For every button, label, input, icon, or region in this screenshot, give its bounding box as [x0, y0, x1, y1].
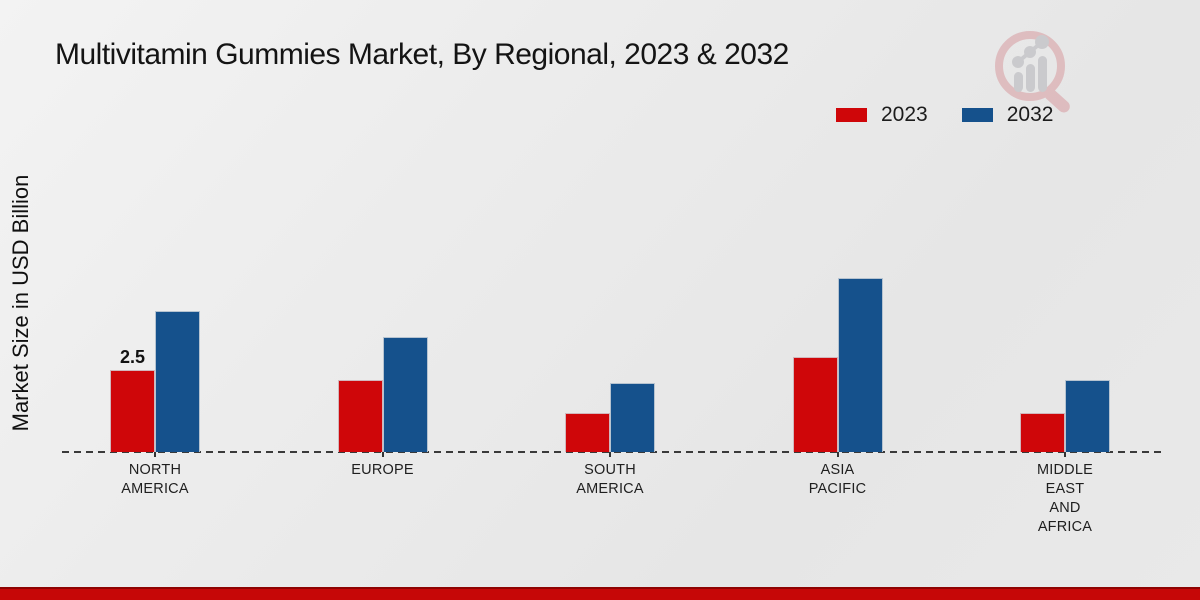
legend-swatch-2032: [961, 108, 993, 122]
bar-2032-south-america: [610, 383, 655, 452]
bar-2032-asia-pacific: [837, 278, 883, 452]
x-axis-tick: [836, 452, 839, 457]
category-label-europe: EUROPE: [351, 462, 414, 478]
bar-2032-north-america: [155, 311, 200, 452]
category-label-south-america: SOUTH AMERICA: [576, 462, 644, 497]
x-axis-tick: [609, 452, 611, 457]
legend-label-2023: 2023: [881, 103, 928, 126]
category-label-middle-east-and-africa: MIDDLE EAST AND AFRICA: [1037, 462, 1093, 535]
legend-label-2032: 2032: [1006, 103, 1054, 126]
bar-2023-north-america: [110, 370, 155, 452]
bar-2023-south-america: [565, 413, 610, 452]
bar-2032-middle-east-and-africa: [1065, 380, 1110, 452]
bar-value-label: 2.5: [119, 347, 146, 367]
bar-2023-europe: [337, 380, 383, 452]
legend-swatch-2023: [836, 108, 867, 122]
x-axis-tick: [154, 452, 156, 457]
legend: 2023 2032: [836, 103, 1053, 127]
legend-item-2032: 2032: [961, 103, 1054, 127]
page-title: Multivitamin Gummies Market, By Regional…: [55, 38, 789, 71]
x-axis-tick: [381, 452, 384, 457]
x-axis-tick: [1064, 452, 1066, 457]
bar-2023-asia-pacific: [792, 357, 838, 452]
category-label-north-america: NORTH AMERICA: [121, 462, 189, 497]
bar-2032-europe: [382, 337, 428, 452]
category-label-asia-pacific: ASIA PACIFIC: [808, 462, 867, 497]
legend-item-2023: 2023: [836, 103, 928, 127]
bar-2023-middle-east-and-africa: [1020, 413, 1065, 452]
x-axis-baseline: [62, 451, 1162, 453]
footer-accent-strip: [0, 587, 1200, 600]
magnifier-bar-chart-logo-icon: [995, 31, 1070, 113]
